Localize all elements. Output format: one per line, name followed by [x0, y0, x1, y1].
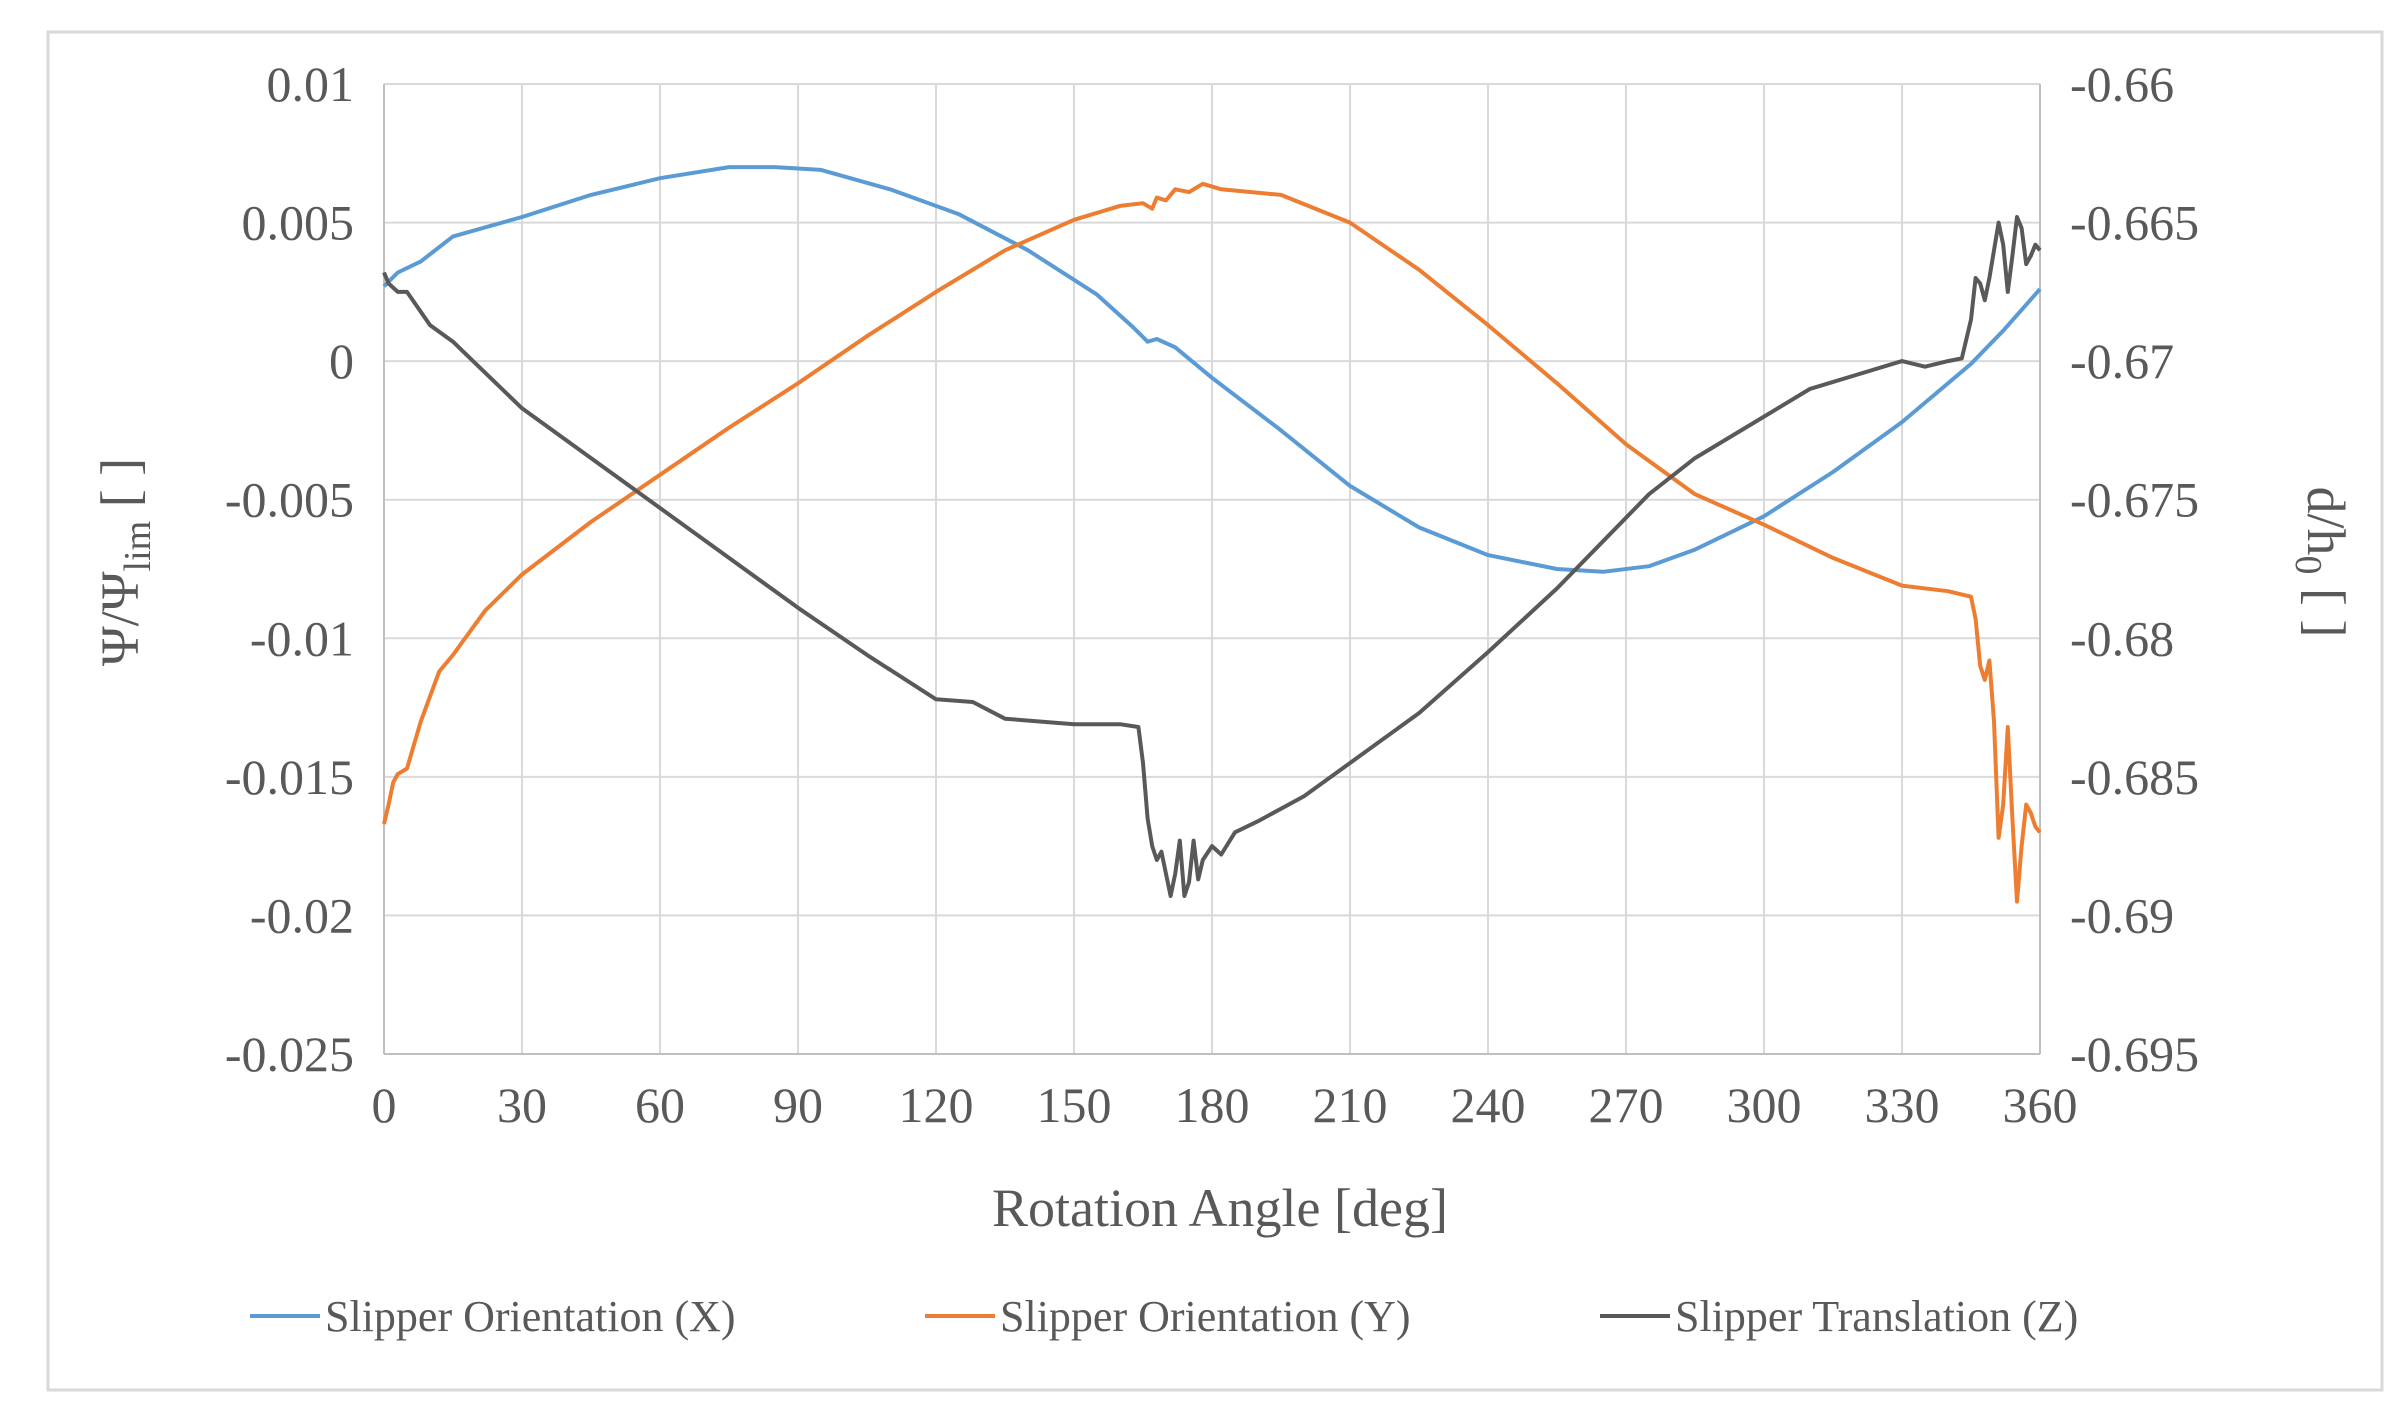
y-left-tick-label: 0	[329, 333, 354, 389]
x-tick-label: 270	[1589, 1077, 1664, 1133]
y-right-tick-label: -0.66	[2070, 56, 2174, 112]
y-left-tick-label: -0.01	[250, 610, 354, 666]
x-tick-label: 210	[1313, 1077, 1388, 1133]
gridlines	[383, 83, 2041, 1055]
y-right-tick-label: -0.675	[2070, 472, 2199, 528]
x-tick-label: 90	[773, 1077, 823, 1133]
series-line-slipper-orientation-x	[382, 165, 2042, 574]
y-right-tick-label: -0.695	[2070, 1026, 2199, 1082]
x-tick-label: 360	[2003, 1077, 2078, 1133]
right-axis-title: d/h0 [ ]	[2287, 487, 2356, 638]
right-axis-ticks: -0.66 -0.665 -0.67 -0.675 -0.68 -0.685 -0.69 -0…	[2070, 56, 2199, 1082]
legend-label: Slipper Orientation (X)	[325, 1292, 736, 1341]
legend-label: Slipper Translation (Z)	[1675, 1292, 2078, 1341]
y-right-tick-label: -0.67	[2070, 333, 2174, 389]
y-left-tick-label: -0.02	[250, 887, 354, 943]
x-axis-ticks: 0 30 60 90 120 150 180 210 240 270 300 330 360	[372, 1077, 2078, 1133]
y-right-tick-label: -0.685	[2070, 749, 2199, 805]
x-tick-label: 120	[899, 1077, 974, 1133]
x-tick-label: 180	[1175, 1077, 1250, 1133]
left-axis-ticks: 0.01 0.005 0 -0.005 -0.01 -0.015 -0.02 -0.025	[225, 56, 354, 1082]
x-tick-label: 300	[1727, 1077, 1802, 1133]
x-tick-label: 60	[635, 1077, 685, 1133]
x-tick-label: 0	[372, 1077, 397, 1133]
x-tick-label: 30	[497, 1077, 547, 1133]
y-left-tick-label: -0.025	[225, 1026, 354, 1082]
series-line-slipper-translation-z	[382, 215, 2042, 898]
legend: Slipper Orientation (X) Slipper Orientati…	[250, 1292, 2078, 1341]
series-line-slipper-orientation-y	[382, 181, 2042, 904]
y-right-tick-label: -0.665	[2070, 195, 2199, 251]
left-axis-title: Ψ/Ψlim [ ]	[90, 458, 159, 666]
x-tick-label: 330	[1865, 1077, 1940, 1133]
x-tick-label: 150	[1037, 1077, 1112, 1133]
y-left-tick-label: 0.01	[267, 56, 355, 112]
y-right-tick-label: -0.68	[2070, 610, 2174, 666]
x-axis-title: Rotation Angle [deg]	[992, 1178, 1448, 1238]
legend-label: Slipper Orientation (Y)	[1000, 1292, 1411, 1341]
y-right-tick-label: -0.69	[2070, 887, 2174, 943]
y-left-tick-label: -0.005	[225, 472, 354, 528]
x-tick-label: 240	[1451, 1077, 1526, 1133]
series-lines	[382, 165, 2042, 904]
y-left-tick-label: -0.015	[225, 749, 354, 805]
y-left-tick-label: 0.005	[242, 195, 355, 251]
